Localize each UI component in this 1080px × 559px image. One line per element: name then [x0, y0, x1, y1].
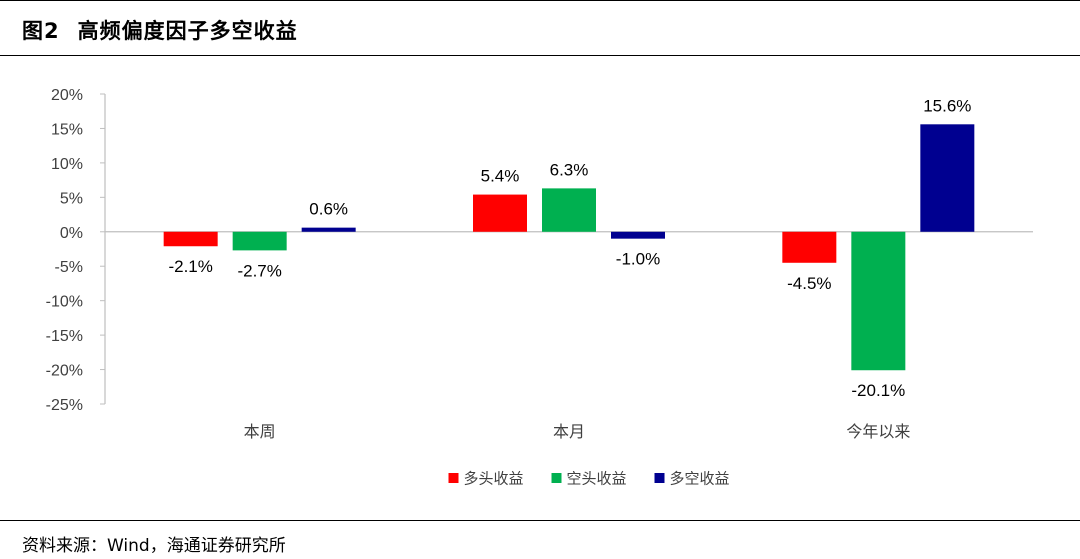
- data-label: -4.5%: [787, 274, 831, 293]
- figure-footer: 资料来源：Wind，海通证券研究所: [0, 520, 1080, 559]
- legend-label: 多空收益: [670, 470, 730, 488]
- y-tick-label: 20%: [51, 87, 83, 104]
- bar: [232, 231, 287, 251]
- bar: [851, 231, 906, 371]
- data-label: -1.0%: [616, 250, 660, 269]
- legend-label: 多头收益: [464, 470, 524, 488]
- bar: [611, 231, 665, 239]
- bar: [782, 231, 837, 263]
- y-tick-label: -15%: [46, 328, 83, 345]
- legend-swatch: [448, 473, 459, 483]
- data-label: -20.1%: [851, 381, 905, 400]
- bar: [301, 227, 356, 232]
- bar: [473, 194, 527, 232]
- data-label: 6.3%: [550, 160, 589, 179]
- data-label: -2.7%: [237, 261, 281, 280]
- bar: [163, 231, 218, 247]
- bar: [542, 188, 596, 232]
- data-label: 0.6%: [309, 200, 348, 219]
- y-tick-label: -5%: [55, 259, 83, 276]
- y-tick-label: 15%: [51, 121, 83, 138]
- y-tick-label: -10%: [46, 294, 83, 311]
- legend-label: 空头收益: [567, 470, 627, 488]
- figure-title-text: 高频偏度因子多空收益: [77, 19, 298, 43]
- source-note: 资料来源：Wind，海通证券研究所: [22, 536, 286, 556]
- figure-header: 图2 高频偏度因子多空收益: [0, 0, 1080, 56]
- bar-chart: 20% 15% 10% 5% 0% -5% -10% -15% -20% -25% -2.1% -2.…: [46, 87, 1033, 488]
- x-category-label: 本周: [244, 422, 276, 441]
- figure-title: 图2 高频偏度因子多空收益: [22, 15, 298, 45]
- legend-swatch: [551, 473, 562, 483]
- data-label: 5.4%: [481, 167, 520, 186]
- data-label: -2.1%: [168, 257, 212, 276]
- legend-swatch: [654, 473, 665, 483]
- y-tick-label: -25%: [46, 397, 83, 414]
- figure-number: 图2: [22, 19, 60, 43]
- bar: [920, 124, 975, 232]
- y-tick-label: 0%: [60, 225, 83, 242]
- x-category-label: 本月: [553, 422, 585, 441]
- y-tick-label: 5%: [60, 190, 83, 207]
- y-tick-label: -20%: [46, 363, 83, 380]
- data-label: 15.6%: [923, 96, 971, 115]
- y-tick-label: 10%: [51, 156, 83, 173]
- x-category-label: 今年以来: [846, 422, 910, 441]
